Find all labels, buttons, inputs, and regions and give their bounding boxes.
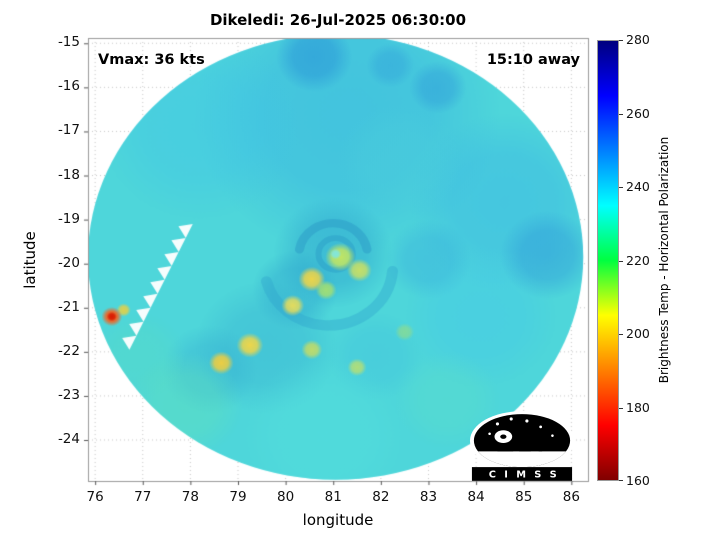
colorbar-tick-mark <box>619 40 623 41</box>
colorbar-tick-label: 220 <box>626 252 650 268</box>
x-tick-label: 77 <box>134 489 152 505</box>
colorbar-tick-label: 160 <box>626 473 650 488</box>
x-tick-label: 81 <box>324 489 342 505</box>
logo-star-icon <box>551 434 554 437</box>
eta-annotation: 15:10 away <box>486 52 580 68</box>
colorbar-tick-mark <box>619 334 623 335</box>
vmax-annotation: Vmax: 36 kts <box>98 52 205 68</box>
logo-text-bar <box>471 467 573 481</box>
y-tick-label: -16 <box>57 78 80 95</box>
x-tick-label: 79 <box>229 489 247 505</box>
logo-ground <box>473 451 571 468</box>
logo-tower-icon <box>538 441 543 452</box>
x-tick-label: 76 <box>86 489 104 505</box>
logo-star-icon <box>509 417 513 421</box>
x-tick-label: 84 <box>467 489 485 505</box>
logo-star-icon <box>488 432 491 435</box>
colorbar-tick-mark <box>619 407 623 409</box>
y-tick-label: -19 <box>57 210 80 227</box>
colorbar-tick-mark <box>619 187 623 188</box>
colorbar-tick-label: 180 <box>626 399 650 415</box>
logo-star-icon <box>539 425 543 429</box>
cimss-logo: C I M S S <box>469 411 575 481</box>
x-axis-label: longitude <box>302 511 374 529</box>
colorbar-tick-mark <box>619 113 623 115</box>
colorbar-tick-label: 200 <box>626 326 650 341</box>
y-tick-label: -17 <box>57 122 80 139</box>
plot-title: Dikeledi: 26-Jul-2025 06:30:00 <box>209 11 467 29</box>
x-tick-label: 78 <box>181 489 199 505</box>
x-tick-label: 85 <box>515 489 533 505</box>
x-tick-label: 80 <box>277 489 295 505</box>
y-tick-label: -20 <box>57 254 80 271</box>
logo-observatory-dome-icon <box>497 443 514 452</box>
x-tick-label: 86 <box>562 489 580 505</box>
colorbar-label: Brightness Temp - Horizontal Polarizatio… <box>657 136 671 384</box>
logo-star-icon <box>495 422 500 426</box>
colorbar <box>597 40 619 481</box>
logo-tower-top-icon <box>535 435 545 445</box>
y-tick-label: -24 <box>57 431 80 447</box>
colorbar-tick-mark <box>619 260 623 262</box>
x-tick-label: 82 <box>372 489 390 505</box>
cimss-logo-text: C I M S S <box>489 469 559 480</box>
y-tick-label: -18 <box>57 166 80 183</box>
colorbar-tick-label: 280 <box>626 32 650 47</box>
y-tick-label: -23 <box>57 386 80 403</box>
logo-star-icon <box>525 419 529 423</box>
x-tick-label: 83 <box>419 489 438 505</box>
y-tick-label: -15 <box>57 34 80 51</box>
colorbar-tick-label: 240 <box>626 179 650 194</box>
logo-dish-feed-icon <box>500 434 507 439</box>
colorbar-tick-mark <box>619 480 623 481</box>
logo-observatory-dome-icon <box>519 445 531 452</box>
y-tick-label: -22 <box>57 342 80 359</box>
y-tick-label: -21 <box>57 298 80 315</box>
colorbar-tick-label: 260 <box>626 105 650 121</box>
